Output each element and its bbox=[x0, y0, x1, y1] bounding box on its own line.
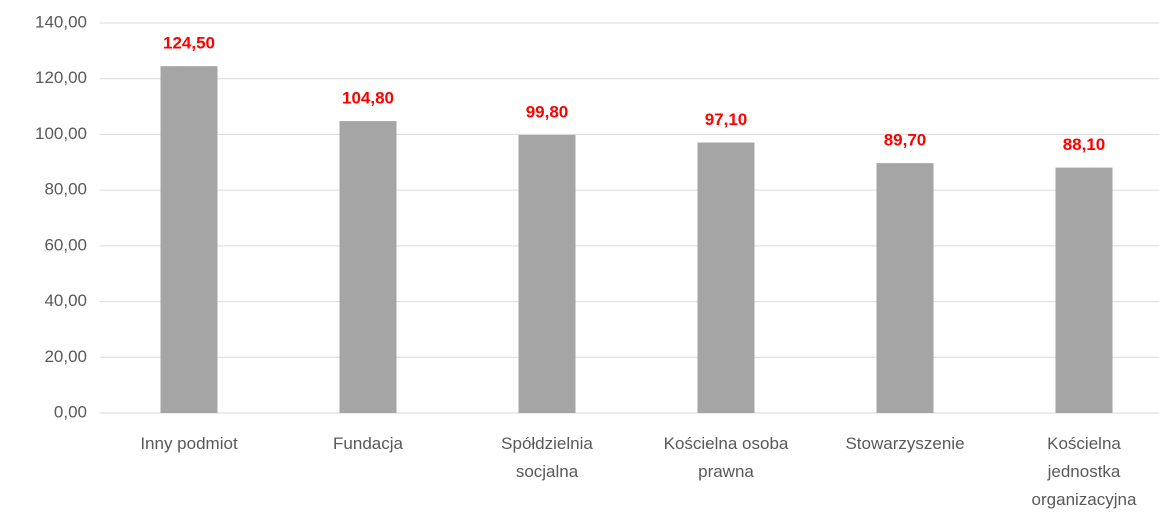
data-label: 97,10 bbox=[705, 110, 748, 129]
y-tick-label: 0,00 bbox=[54, 402, 87, 421]
bar bbox=[160, 66, 218, 413]
y-tick-label: 140,00 bbox=[35, 12, 87, 31]
x-tick-text: Kościelna osoba prawna bbox=[663, 434, 789, 481]
x-tick-label: Kościelna osoba prawna bbox=[656, 430, 796, 486]
bar bbox=[697, 142, 755, 413]
y-tick-label: 100,00 bbox=[35, 124, 87, 143]
y-tick-label: 120,00 bbox=[35, 68, 87, 87]
bar bbox=[1055, 167, 1113, 413]
x-tick-text: Stowarzyszenie bbox=[845, 434, 965, 453]
data-label: 89,70 bbox=[884, 131, 927, 150]
y-tick-label: 60,00 bbox=[44, 235, 87, 254]
bar bbox=[518, 134, 576, 413]
x-tick-label: Inny podmiot bbox=[119, 430, 259, 458]
data-label: 88,10 bbox=[1063, 135, 1106, 154]
y-tick-label: 20,00 bbox=[44, 347, 87, 366]
x-tick-label: Spółdzielnia socjalna bbox=[477, 430, 617, 486]
data-label: 104,80 bbox=[342, 89, 394, 108]
data-label: 99,80 bbox=[526, 102, 569, 121]
bar bbox=[339, 121, 397, 414]
y-tick-label: 40,00 bbox=[44, 291, 87, 310]
bar bbox=[876, 163, 934, 413]
x-tick-label: Kościelna jednostka organizacyjna bbox=[1014, 430, 1154, 512]
y-tick-label: 80,00 bbox=[44, 180, 87, 199]
x-tick-label: Fundacja bbox=[298, 430, 438, 458]
x-tick-text: Spółdzielnia socjalna bbox=[501, 434, 593, 481]
x-tick-text: Inny podmiot bbox=[140, 434, 238, 453]
x-tick-text: Kościelna jednostka organizacyjna bbox=[1031, 434, 1137, 509]
data-label: 124,50 bbox=[163, 34, 215, 53]
x-tick-text: Fundacja bbox=[333, 434, 403, 453]
x-tick-label: Stowarzyszenie bbox=[835, 430, 975, 458]
